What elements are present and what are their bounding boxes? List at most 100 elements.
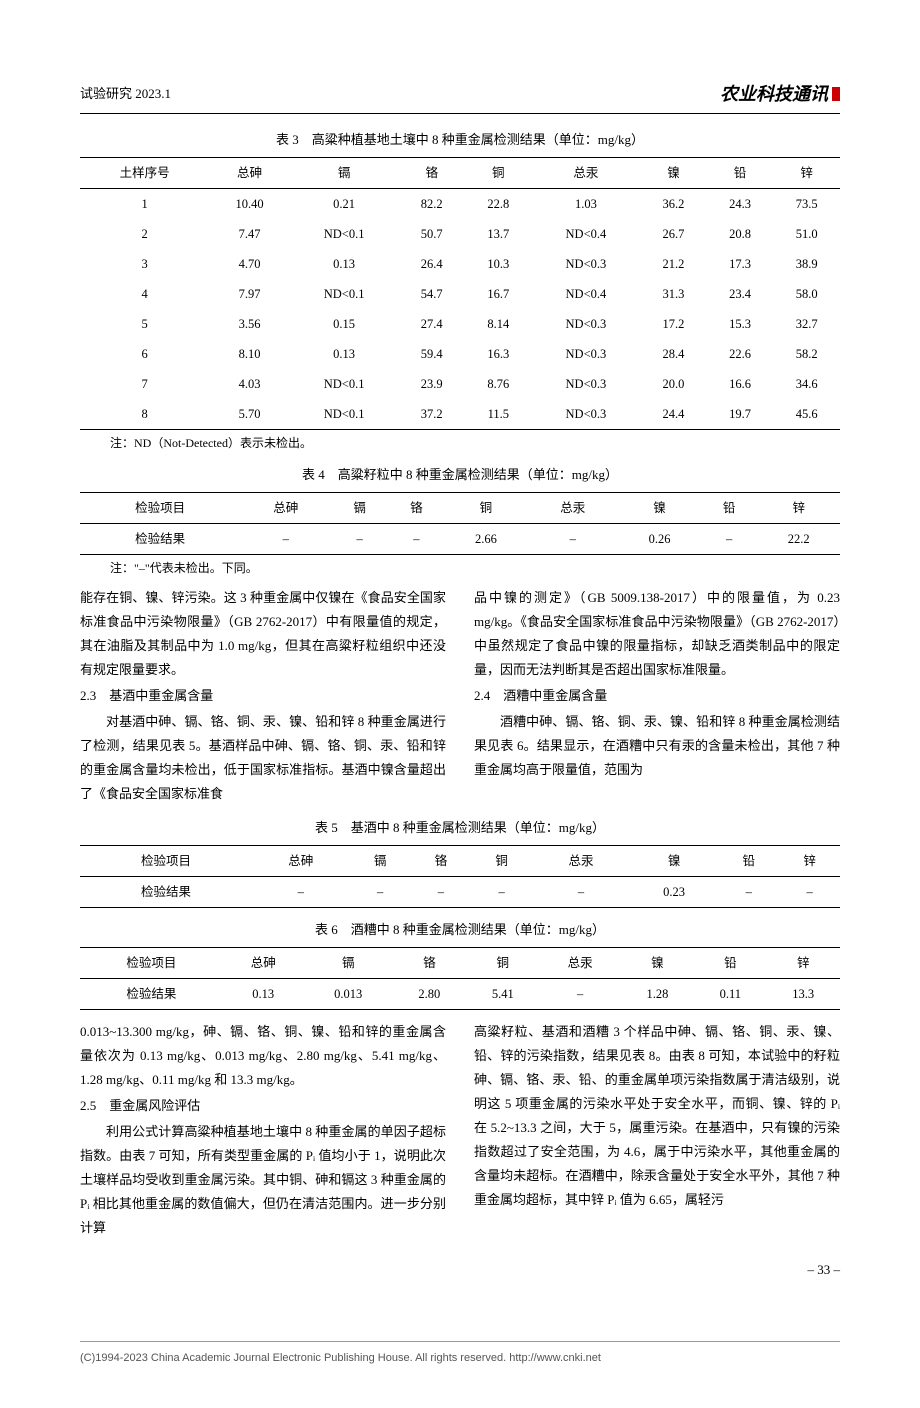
table-cell: – bbox=[532, 876, 630, 907]
table-cell: 31.3 bbox=[640, 279, 707, 309]
table-cell: – bbox=[410, 876, 471, 907]
table-cell: ND<0.3 bbox=[532, 399, 641, 430]
table-cell: 7.97 bbox=[209, 279, 290, 309]
table6-data-row: 检验结果0.130.0132.805.41–1.280.1113.3 bbox=[80, 978, 840, 1009]
table-row: 53.560.1527.48.14ND<0.317.215.332.7 bbox=[80, 309, 840, 339]
table-cell: 3.56 bbox=[209, 309, 290, 339]
table-header-cell: 铜 bbox=[465, 157, 532, 188]
table6-caption: 表 6 酒糟中 8 种重金属检测结果（单位：mg/kg） bbox=[80, 920, 840, 941]
table-cell: 16.7 bbox=[465, 279, 532, 309]
table-cell: 34.6 bbox=[773, 369, 840, 399]
para: 0.013~13.300 mg/kg，砷、镉、铬、铜、镍、铅和锌的重金属含量依次… bbox=[80, 1020, 446, 1092]
left-column-2: 0.013~13.300 mg/kg，砷、镉、铬、铜、镍、铅和锌的重金属含量依次… bbox=[80, 1020, 446, 1240]
table-cell: 5.70 bbox=[209, 399, 290, 430]
table-cell: 1 bbox=[80, 188, 209, 219]
table-cell: 0.21 bbox=[290, 188, 399, 219]
para: 品中镍的测定》（GB 5009.138-2017）中的限量值，为 0.23 mg… bbox=[474, 586, 840, 682]
table-cell: – bbox=[331, 523, 388, 554]
table-cell: 2.66 bbox=[445, 523, 527, 554]
table-header-cell: 锌 bbox=[766, 947, 840, 978]
table-cell: 22.6 bbox=[707, 339, 774, 369]
table-header-cell: 铅 bbox=[694, 947, 766, 978]
table-header-cell: 铬 bbox=[398, 157, 465, 188]
table-cell: 0.13 bbox=[290, 339, 399, 369]
table-cell: 2 bbox=[80, 219, 209, 249]
section-2-4: 2.4 酒糟中重金属含量 bbox=[474, 684, 840, 708]
table-cell: ND<0.4 bbox=[532, 279, 641, 309]
table-row: 27.47ND<0.150.713.7ND<0.426.720.851.0 bbox=[80, 219, 840, 249]
table-header-cell: 镉 bbox=[304, 947, 393, 978]
table-header-cell: 镍 bbox=[630, 845, 719, 876]
table4: 检验项目总砷镉铬铜总汞镍铅锌 检验结果–––2.66–0.26–22.2 bbox=[80, 492, 840, 555]
left-column-1: 能存在铜、镍、锌污染。这 3 种重金属中仅镍在《食品安全国家标准食品中污染物限量… bbox=[80, 586, 446, 806]
table-header-cell: 总汞 bbox=[532, 845, 630, 876]
table-row: 110.400.2182.222.81.0336.224.373.5 bbox=[80, 188, 840, 219]
table-cell: 检验结果 bbox=[80, 876, 252, 907]
table-cell: ND<0.4 bbox=[532, 219, 641, 249]
table5: 检验项目总砷镉铬铜总汞镍铅锌 检验结果–––––0.23–– bbox=[80, 845, 840, 908]
footer: (C)1994-2023 China Academic Journal Elec… bbox=[80, 1341, 840, 1368]
table-header-cell: 锌 bbox=[757, 492, 840, 523]
table-cell: 58.0 bbox=[773, 279, 840, 309]
table-cell: 17.2 bbox=[640, 309, 707, 339]
right-column-2: 高粱籽粒、基酒和酒糟 3 个样品中砷、镉、铬、铜、汞、镍、铅、锌的污染指数，结果… bbox=[474, 1020, 840, 1240]
table-header-cell: 土样序号 bbox=[80, 157, 209, 188]
table-header-cell: 检验项目 bbox=[80, 947, 223, 978]
table-cell: 27.4 bbox=[398, 309, 465, 339]
table-header-cell: 镉 bbox=[290, 157, 399, 188]
table-cell: 检验结果 bbox=[80, 978, 223, 1009]
table-cell: 58.2 bbox=[773, 339, 840, 369]
table-cell: 59.4 bbox=[398, 339, 465, 369]
table-cell: 3 bbox=[80, 249, 209, 279]
table-cell: 8.10 bbox=[209, 339, 290, 369]
header-left: 试验研究 2023.1 bbox=[80, 84, 171, 105]
table-cell: 0.11 bbox=[694, 978, 766, 1009]
header-right: 农业科技通讯 bbox=[720, 80, 840, 109]
table-cell: 32.7 bbox=[773, 309, 840, 339]
table-cell: 50.7 bbox=[398, 219, 465, 249]
table-cell: 检验结果 bbox=[80, 523, 240, 554]
table-header-cell: 检验项目 bbox=[80, 845, 252, 876]
table-header-cell: 总砷 bbox=[252, 845, 350, 876]
table-cell: ND<0.1 bbox=[290, 279, 399, 309]
table-cell: 20.8 bbox=[707, 219, 774, 249]
table-header-cell: 镍 bbox=[621, 947, 694, 978]
table-header-cell: 铬 bbox=[410, 845, 471, 876]
table-cell: 17.3 bbox=[707, 249, 774, 279]
table-cell: 15.3 bbox=[707, 309, 774, 339]
table-row: 34.700.1326.410.3ND<0.321.217.338.9 bbox=[80, 249, 840, 279]
para: 能存在铜、镍、锌污染。这 3 种重金属中仅镍在《食品安全国家标准食品中污染物限量… bbox=[80, 586, 446, 682]
table-cell: 10.3 bbox=[465, 249, 532, 279]
table-cell: 54.7 bbox=[398, 279, 465, 309]
red-marker bbox=[832, 87, 840, 101]
table-cell: 7 bbox=[80, 369, 209, 399]
table-cell: 5.41 bbox=[466, 978, 539, 1009]
table3-note: 注：ND（Not-Detected）表示未检出。 bbox=[110, 434, 840, 453]
table-header-cell: 铅 bbox=[707, 157, 774, 188]
table-cell: – bbox=[779, 876, 840, 907]
table5-data-row: 检验结果–––––0.23–– bbox=[80, 876, 840, 907]
table-cell: 26.4 bbox=[398, 249, 465, 279]
table-cell: 5 bbox=[80, 309, 209, 339]
table-header-cell: 铜 bbox=[466, 947, 539, 978]
table-cell: 8 bbox=[80, 399, 209, 430]
table-cell: 0.13 bbox=[223, 978, 304, 1009]
table-header-cell: 铬 bbox=[393, 947, 466, 978]
table-header-cell: 总汞 bbox=[540, 947, 621, 978]
table-cell: 36.2 bbox=[640, 188, 707, 219]
table-cell: 22.2 bbox=[757, 523, 840, 554]
table-cell: 16.6 bbox=[707, 369, 774, 399]
section-2-5: 2.5 重金属风险评估 bbox=[80, 1094, 446, 1118]
table-cell: 0.15 bbox=[290, 309, 399, 339]
table-cell: 26.7 bbox=[640, 219, 707, 249]
table4-note: 注："–"代表未检出。下同。 bbox=[110, 559, 840, 578]
table-cell: 4 bbox=[80, 279, 209, 309]
table-cell: ND<0.1 bbox=[290, 369, 399, 399]
table-header-cell: 总汞 bbox=[527, 492, 618, 523]
table-cell: – bbox=[527, 523, 618, 554]
table-cell: 22.8 bbox=[465, 188, 532, 219]
table-header-cell: 总砷 bbox=[240, 492, 331, 523]
table-cell: 0.23 bbox=[630, 876, 719, 907]
table-header-cell: 总砷 bbox=[209, 157, 290, 188]
table-cell: 2.80 bbox=[393, 978, 466, 1009]
